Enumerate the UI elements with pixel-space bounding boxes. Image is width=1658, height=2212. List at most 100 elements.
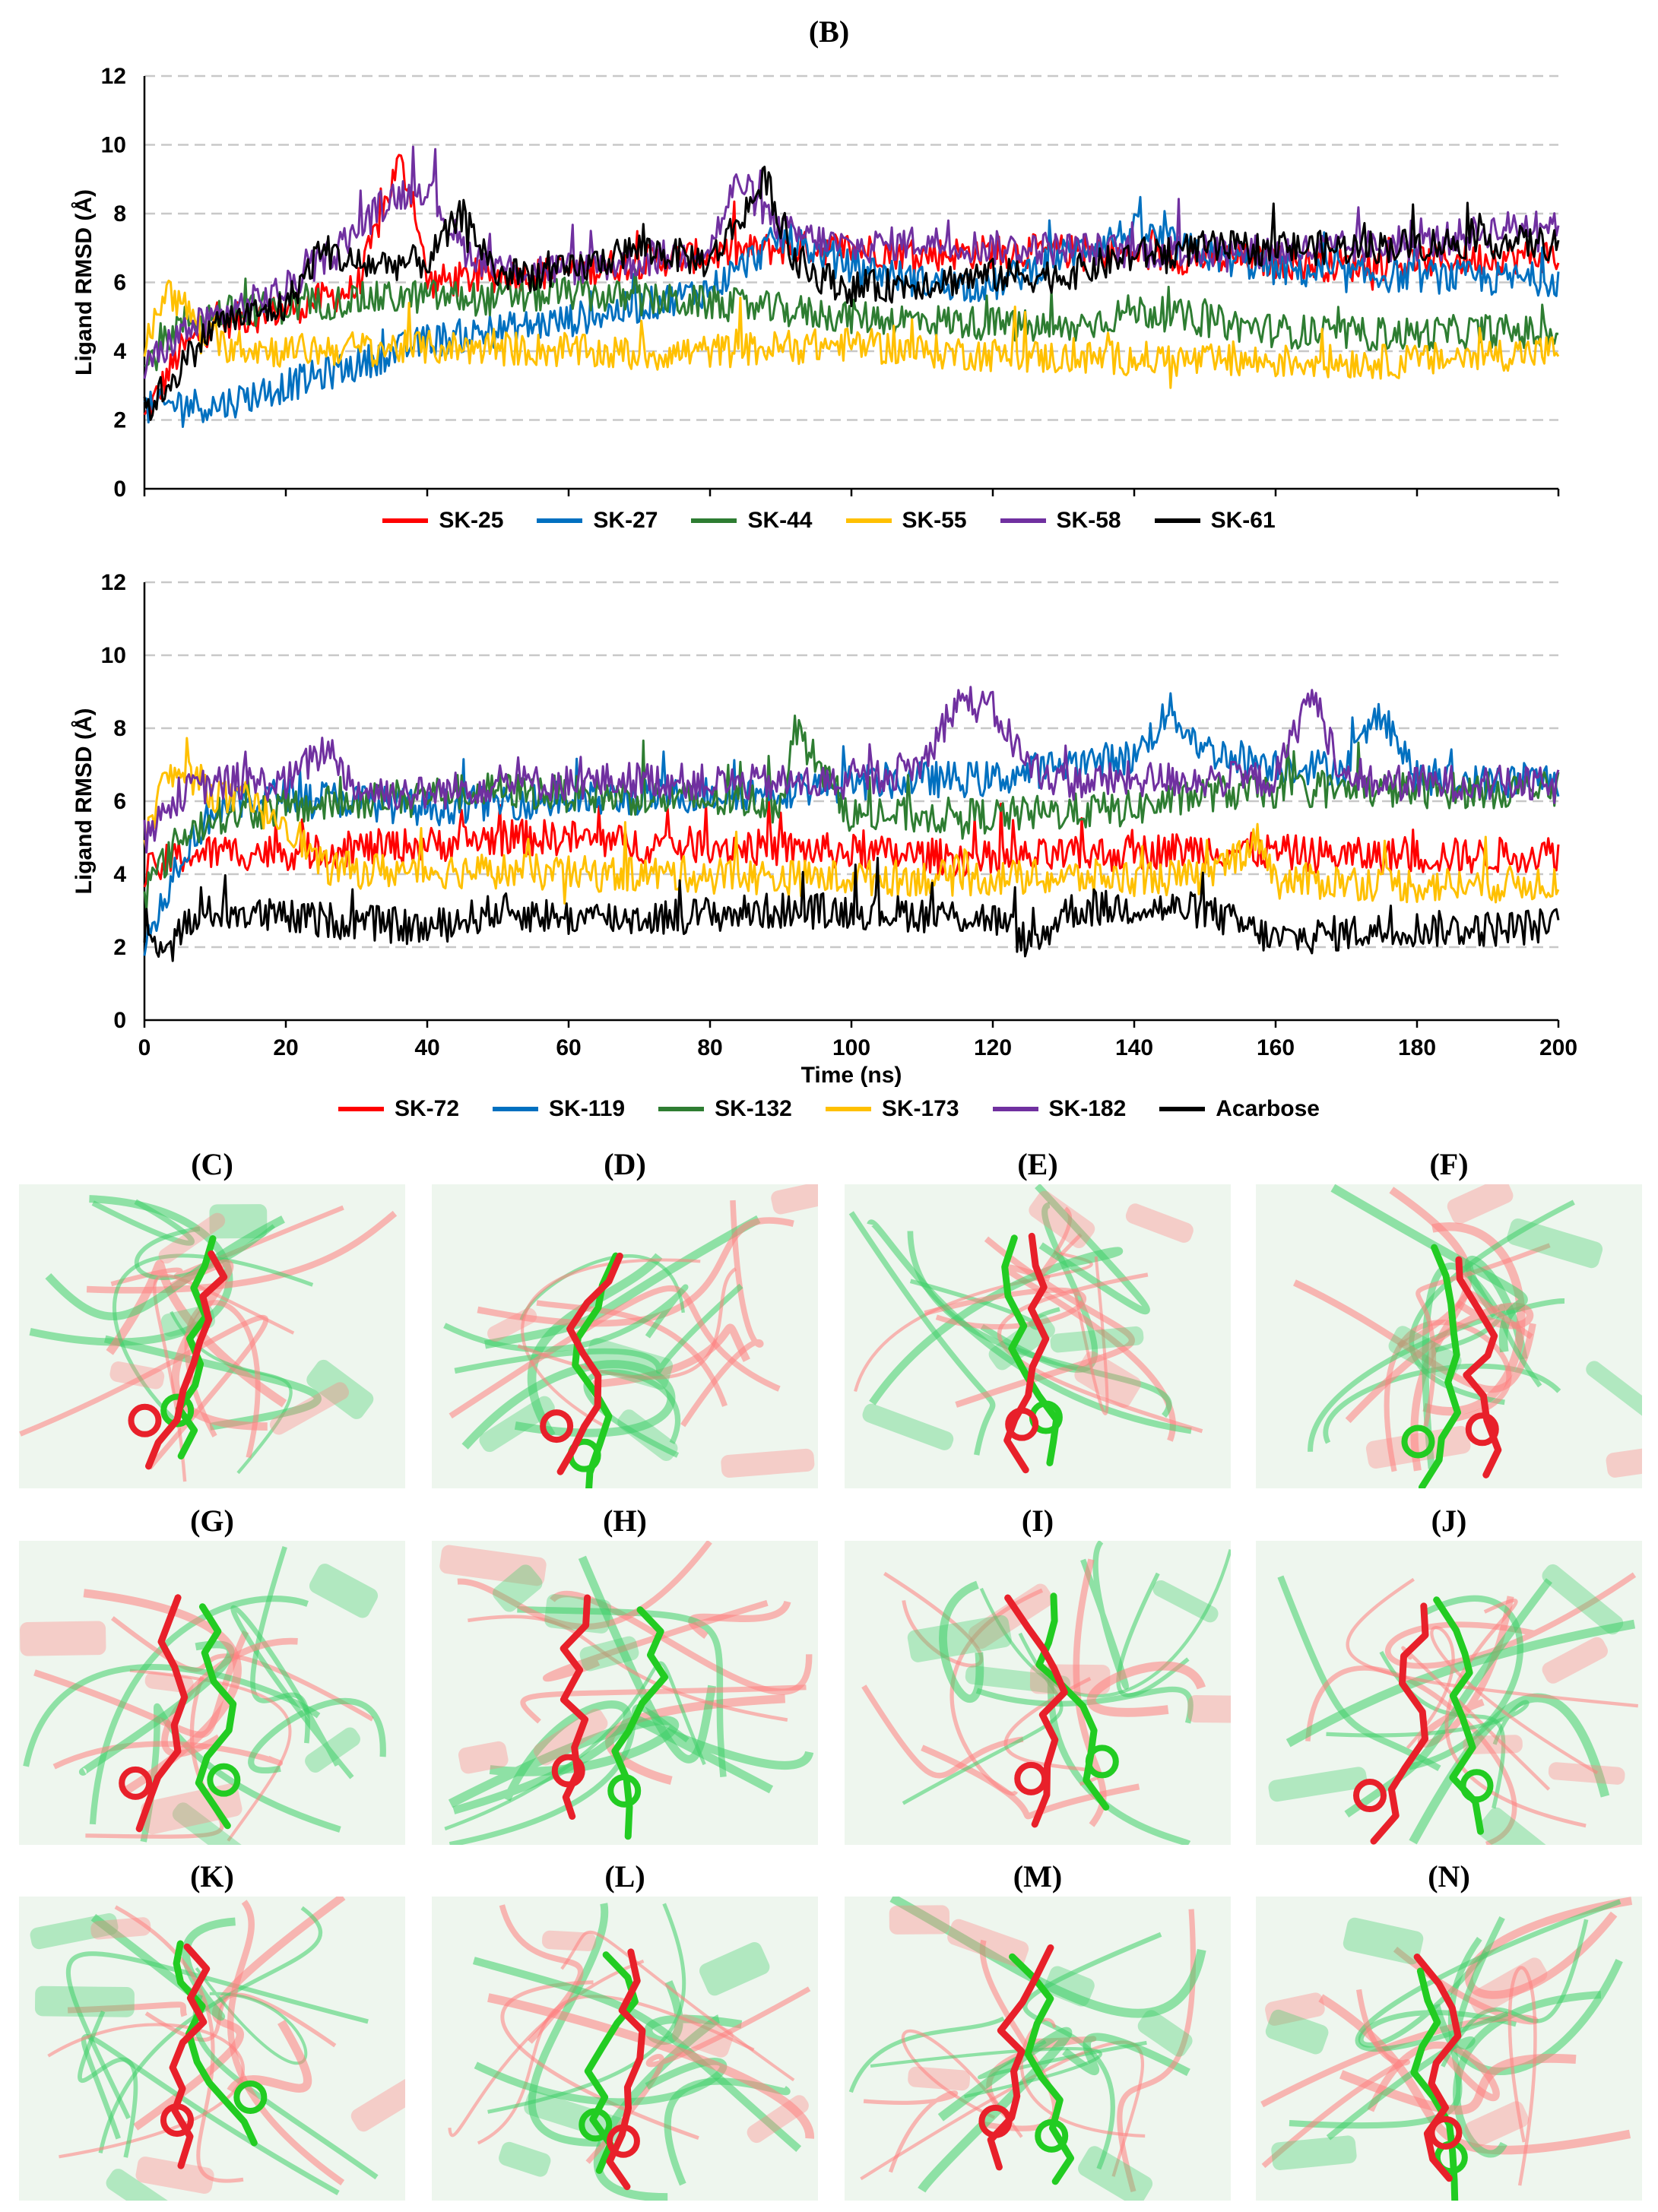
y-tick-label: 10 (101, 133, 126, 158)
legend-item: SK-44 (691, 508, 813, 534)
legend-label: SK-72 (394, 1096, 460, 1121)
legend-swatch (1000, 518, 1046, 523)
ligand-pose-image (432, 1541, 818, 1845)
pose-panel-label: (L) (604, 1859, 645, 1894)
legend-label: SK-25 (439, 508, 504, 533)
pose-panel-label: (C) (191, 1147, 233, 1181)
series-line-sk-58 (143, 145, 1560, 379)
legend-swatch (382, 518, 429, 523)
x-tick-label: 80 (697, 1035, 722, 1060)
ligand-pose-svg (448, 1903, 814, 2201)
x-tick-label: 200 (1539, 1035, 1577, 1060)
y-tick-label: 12 (101, 570, 126, 595)
legend-top: SK-25 SK-27 SK-44 SK-55 SK-58 SK-61 (0, 508, 1658, 534)
pose-panel-label: (D) (604, 1147, 646, 1181)
legend-swatch (1154, 518, 1200, 523)
legend-label: SK-132 (715, 1096, 792, 1121)
legend-item: SK-25 (382, 508, 503, 534)
legend-item: SK-132 (658, 1096, 792, 1122)
legend-label: SK-182 (1048, 1096, 1127, 1121)
legend-label: SK-119 (549, 1096, 626, 1121)
ligand-pose-image (432, 1897, 818, 2201)
legend-bottom: SK-72 SK-119 SK-132 SK-173 SK-182 Acarbose (0, 1096, 1658, 1122)
legend-item: SK-72 (338, 1096, 459, 1122)
y-tick-label: 8 (113, 201, 126, 227)
y-tick-label: 6 (113, 271, 126, 296)
ligand-pose-svg (1260, 1897, 1633, 2201)
legend-item: SK-27 (537, 508, 658, 534)
series-line-sk-61 (143, 166, 1560, 421)
legend-item: SK-182 (992, 1096, 1127, 1122)
legend-swatch (658, 1107, 705, 1111)
ligand-pose-svg (20, 1546, 386, 1845)
series-line-sk-119 (143, 692, 1560, 956)
x-tick-label: 40 (414, 1035, 439, 1060)
y-tick-label: 8 (113, 716, 126, 741)
legend-swatch (1159, 1107, 1206, 1111)
legend-swatch (845, 518, 892, 523)
ligand-pose-svg (848, 1897, 1206, 2201)
ligand-pose-svg (443, 1184, 818, 1488)
legend-label: SK-44 (747, 508, 813, 533)
legend-swatch (537, 518, 583, 523)
ligand-pose-svg (1268, 1564, 1638, 1845)
ligand-pose-image (1256, 1541, 1642, 1845)
pose-panel-label: (N) (1428, 1859, 1470, 1894)
series-line-sk-72 (143, 797, 1560, 888)
ligand-pose-svg (439, 1541, 814, 1845)
legend-item: Acarbose (1159, 1096, 1320, 1122)
legend-label: SK-55 (902, 508, 967, 533)
ligand-pose-image (432, 1184, 818, 1488)
legend-swatch (992, 1107, 1038, 1111)
x-tick-label: 160 (1257, 1035, 1295, 1060)
legend-swatch (338, 1107, 384, 1111)
ligand-pose-image (19, 1897, 405, 2201)
legend-label: Acarbose (1216, 1096, 1320, 1121)
series-line-sk-132 (143, 715, 1560, 911)
legend-item: SK-58 (1000, 508, 1121, 534)
y-tick-label: 2 (113, 935, 126, 960)
y-tick-label: 0 (113, 477, 126, 502)
y-tick-label: 12 (101, 64, 126, 89)
series-line-sk-173 (143, 737, 1560, 905)
ligand-pose-image (19, 1184, 405, 1488)
ligand-pose-svg (1292, 1184, 1642, 1488)
x-axis-label: Time (ns) (801, 1063, 902, 1088)
pose-panel-label: (F) (1429, 1147, 1469, 1181)
y-tick-label: 6 (113, 789, 126, 814)
x-tick-label: 0 (138, 1035, 151, 1060)
x-tick-label: 180 (1398, 1035, 1436, 1060)
ligand-pose-svg (848, 1184, 1203, 1474)
y-tick-label: 10 (101, 643, 126, 668)
x-tick-label: 20 (273, 1035, 298, 1060)
ligand-pose-image (1256, 1184, 1642, 1488)
panel-b-label: (B) (808, 14, 850, 49)
pose-panel-label: (M) (1013, 1859, 1063, 1894)
x-tick-label: 60 (556, 1035, 581, 1060)
y-tick-label: 4 (113, 862, 126, 887)
y-tick-label: 4 (113, 339, 126, 364)
ligand-pose-svg (861, 1541, 1231, 1845)
ligand-pose-image (845, 1541, 1231, 1845)
legend-swatch (493, 1107, 539, 1111)
legend-item: SK-55 (845, 508, 967, 534)
pose-panel-label: (E) (1017, 1147, 1058, 1181)
pose-panel-label: (I) (1021, 1504, 1054, 1538)
series-line-sk-27 (143, 195, 1560, 428)
ligand-pose-svg (30, 1897, 405, 2201)
legend-swatch (825, 1107, 871, 1111)
legend-item: SK-119 (493, 1096, 625, 1122)
legend-swatch (691, 518, 737, 523)
series-line-sk-182 (143, 686, 1560, 854)
pose-panel-label: (K) (190, 1859, 234, 1894)
legend-item: SK-61 (1154, 508, 1276, 534)
legend-label: SK-173 (881, 1096, 959, 1121)
y-axis-label: Ligand RMSD (Å) (71, 708, 97, 895)
legend-label: SK-27 (593, 508, 658, 533)
ligand-pose-svg (19, 1195, 398, 1482)
pose-panel-label: (H) (603, 1504, 647, 1538)
x-tick-label: 120 (974, 1035, 1012, 1060)
ligand-pose-image (845, 1184, 1231, 1488)
ligand-pose-image (19, 1541, 405, 1845)
